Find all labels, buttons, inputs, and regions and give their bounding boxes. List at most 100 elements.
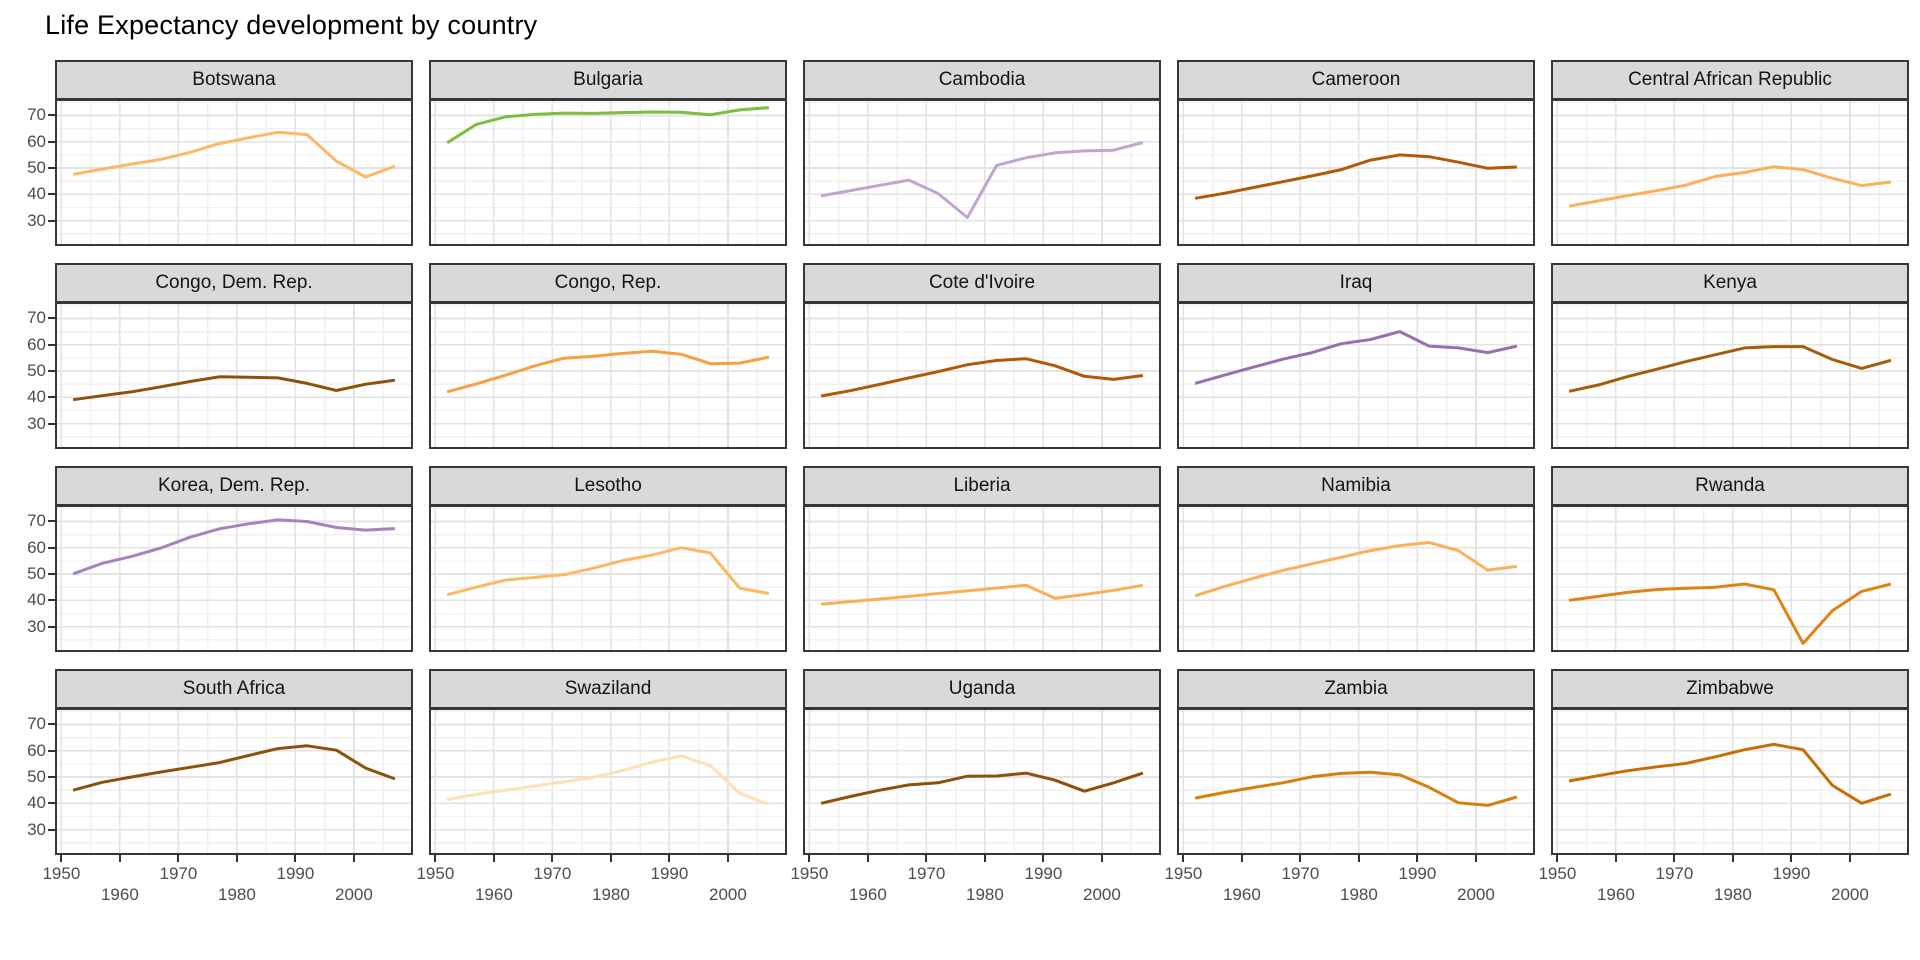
facet-namibia: Namibia	[1177, 466, 1535, 652]
y-tick-label: 30	[27, 413, 46, 433]
facet-bulgaria: Bulgaria	[429, 60, 787, 246]
y-tick-label: 60	[27, 740, 46, 760]
major-gridlines	[1179, 101, 1533, 244]
y-tick-label: 40	[27, 793, 46, 813]
line-south-africa	[72, 744, 396, 792]
x-tick-label: 1950	[790, 864, 829, 883]
page-title: Life Expectancy development by country	[45, 10, 538, 40]
x-axis-tick	[551, 855, 554, 862]
facet-row-4: 70 60 50 40 30 South Africa 1950 1960 1970 1980 19…	[12, 669, 1909, 911]
facet-strip: Swaziland	[429, 669, 787, 710]
y-axis-tick	[48, 167, 55, 170]
line-cambodia	[820, 141, 1144, 219]
y-axis-tick	[48, 140, 55, 143]
facet-panel	[1551, 507, 1909, 652]
facet-strip: Central African Republic	[1551, 60, 1909, 101]
line-liberia	[820, 583, 1144, 606]
facet-plot-svg	[1553, 304, 1907, 447]
minor-gridlines	[1553, 507, 1907, 650]
facet-strip: Liberia	[803, 466, 1161, 507]
facet-panel	[1177, 710, 1535, 855]
y-tick-label: 70	[27, 714, 46, 734]
x-axis-tick	[1614, 855, 1617, 862]
x-axis-tick	[925, 855, 928, 862]
x-axis: 1950 1960 1970 1980 1990 2000	[1538, 855, 1909, 911]
x-axis-tick	[492, 855, 495, 862]
facet-plot-svg	[57, 304, 411, 447]
facet-plot-svg	[431, 710, 785, 853]
facet-uganda: Uganda 1950 1960 1970 1980 1990 2000	[790, 669, 1161, 911]
major-gridlines	[1553, 304, 1907, 447]
facet-strip-label: Iraq	[1339, 272, 1373, 293]
facet-plot-svg	[1553, 101, 1907, 244]
facet-panel	[55, 710, 413, 855]
facet-swaziland: Swaziland 1950 1960 1970 1980 1990 2000	[416, 669, 787, 911]
facet-plot-svg	[805, 710, 1159, 853]
facet-strip: Uganda	[803, 669, 1161, 710]
y-axis-tick	[48, 723, 55, 726]
facet-strip-label: Zimbabwe	[1686, 678, 1774, 699]
facet-panel	[55, 101, 413, 246]
facet-zambia: Zambia 1950 1960 1970 1980 1990 2000	[1164, 669, 1535, 911]
facet-plot-svg	[1179, 101, 1533, 244]
y-axis-tick	[48, 599, 55, 602]
x-axis-tick	[294, 855, 297, 862]
minor-gridlines	[57, 101, 411, 244]
minor-gridlines	[1553, 710, 1907, 853]
facet-strip: Kenya	[1551, 263, 1909, 304]
y-axis-tick	[48, 828, 55, 831]
x-tick-label: 1990	[1398, 864, 1437, 883]
x-tick-label: 1960	[100, 885, 139, 904]
x-axis-tick	[1474, 855, 1477, 862]
facet-strip-label: Korea, Dem. Rep.	[157, 475, 311, 496]
x-axis-tick	[668, 855, 671, 862]
facet-botswana: Botswana	[55, 60, 413, 246]
facet-panel	[803, 304, 1161, 449]
facet-strip-label: Bulgaria	[573, 69, 643, 90]
line-kenya	[1568, 345, 1892, 393]
x-axis-tick	[1416, 855, 1419, 862]
facet-chart: 70 60 50 40 30 Botswana Bulgaria Cambodia Camero…	[12, 60, 1909, 927]
y-tick-label: 70	[27, 308, 46, 328]
y-axis: 70 60 50 40 30	[12, 669, 55, 856]
facet-panel	[1551, 710, 1909, 855]
facet-strip-label: Rwanda	[1695, 475, 1765, 496]
facet-iraq: Iraq	[1177, 263, 1535, 449]
facet-plot-svg	[57, 710, 411, 853]
facet-plot-svg	[1553, 507, 1907, 650]
facet-panel	[429, 304, 787, 449]
y-axis-tick	[48, 422, 55, 425]
y-axis-tick	[48, 193, 55, 196]
facet-plot-svg	[431, 101, 785, 244]
facet-strip-label: Lesotho	[574, 475, 642, 496]
facet-strip-label: Botswana	[192, 69, 276, 90]
facet-central-african-republic: Central African Republic	[1551, 60, 1909, 246]
line-bulgaria	[446, 106, 770, 145]
minor-gridlines	[805, 304, 1159, 447]
minor-gridlines	[1179, 101, 1533, 244]
facet-strip-label: Kenya	[1703, 272, 1757, 293]
facet-strip: Lesotho	[429, 466, 787, 507]
x-tick-label: 1970	[159, 864, 198, 883]
x-axis-tick	[434, 855, 437, 862]
x-tick-label: 2000	[1831, 885, 1869, 904]
facet-panel	[55, 507, 413, 652]
x-tick-label: 1980	[1714, 885, 1752, 904]
x-tick-label: 1960	[848, 885, 887, 904]
line-botswana	[72, 130, 396, 179]
x-tick-label: 1950	[42, 864, 81, 883]
x-tick-label: 1970	[1281, 864, 1320, 883]
line-zimbabwe	[1568, 742, 1892, 805]
y-axis-tick	[48, 776, 55, 779]
facet-strip-label: Cameroon	[1311, 69, 1401, 90]
x-tick-label: 1960	[1222, 885, 1261, 904]
facet-plot-svg	[805, 101, 1159, 244]
facet-plot-svg	[805, 304, 1159, 447]
facet-strip-label: Swaziland	[564, 678, 652, 699]
facet-panel	[1551, 101, 1909, 246]
y-axis-tick	[48, 520, 55, 523]
facet-plot-svg	[431, 507, 785, 650]
line-korea-dem-rep	[72, 518, 395, 576]
major-gridlines	[431, 101, 785, 244]
